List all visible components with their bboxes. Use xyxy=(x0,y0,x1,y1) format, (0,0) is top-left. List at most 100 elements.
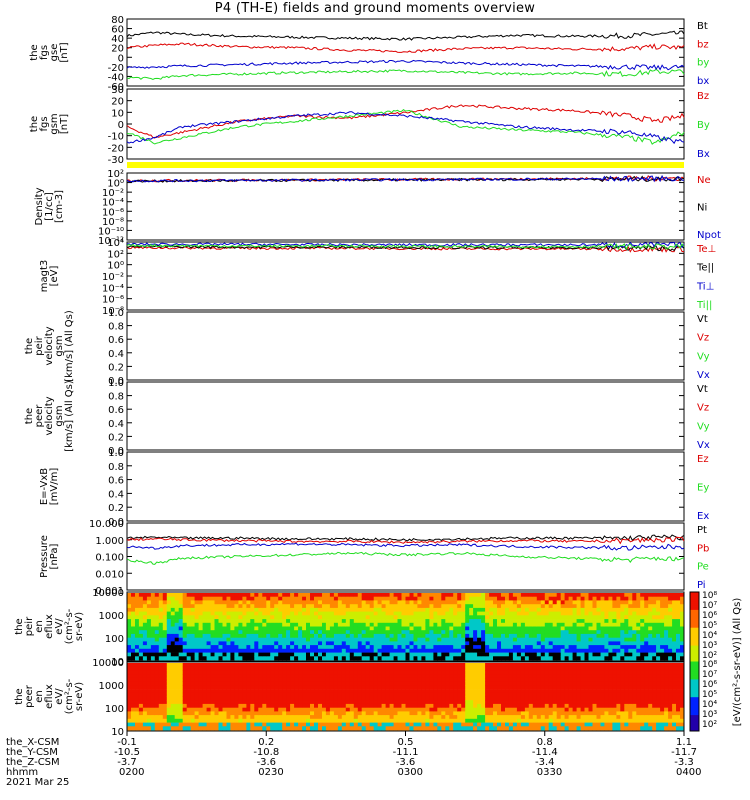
heatmap-cell xyxy=(437,607,442,612)
heatmap-cell xyxy=(596,648,601,653)
heatmap-cell xyxy=(150,604,156,609)
heatmap-cell xyxy=(469,641,474,646)
heatmap-cell xyxy=(477,626,482,631)
heatmap-cell xyxy=(421,615,426,620)
heatmap-cell xyxy=(325,692,331,697)
heatmap-cell xyxy=(131,715,136,720)
heatmap-cell xyxy=(485,604,490,609)
heatmap-cell xyxy=(234,600,239,605)
heatmap-cell xyxy=(433,630,438,635)
heatmap-cell xyxy=(508,726,514,731)
heatmap-cell xyxy=(636,611,641,616)
heatmap-cell xyxy=(254,648,259,653)
heatmap-cell xyxy=(592,652,597,657)
heatmap-cell xyxy=(170,637,176,642)
heatmap-cell xyxy=(135,715,140,720)
heatmap-cell xyxy=(453,681,458,686)
heatmap-cell xyxy=(302,726,307,731)
heatmap-cell xyxy=(306,619,311,624)
heatmap-cell xyxy=(473,596,478,601)
heatmap-cell xyxy=(353,611,359,616)
heatmap-cell xyxy=(652,652,657,657)
heatmap-cell xyxy=(369,711,375,716)
heatmap-cell xyxy=(246,607,251,612)
heatmap-cell xyxy=(680,622,685,627)
heatmap-cell xyxy=(544,681,550,686)
heatmap-cell xyxy=(270,641,275,646)
heatmap-cell xyxy=(238,637,243,642)
heatmap-cell xyxy=(194,656,199,661)
heatmap-cell xyxy=(516,604,522,609)
heatmap-cell xyxy=(497,670,502,675)
heatmap-cell xyxy=(501,670,506,675)
heatmap-cell xyxy=(584,696,589,701)
heatmap-cell xyxy=(485,715,490,720)
heatmap-cell xyxy=(652,633,657,638)
heatmap-cell xyxy=(385,641,390,646)
heatmap-cell xyxy=(329,593,335,598)
heatmap-cell xyxy=(262,622,267,627)
heatmap-cell xyxy=(556,692,562,697)
heatmap-cell xyxy=(405,711,410,716)
heatmap-cell xyxy=(568,593,573,598)
heatmap-cell xyxy=(206,619,211,624)
heatmap-cell xyxy=(142,696,148,701)
heatmap-cell xyxy=(214,696,219,701)
heatmap-cell xyxy=(194,622,199,627)
heatmap-cell xyxy=(373,718,379,723)
heatmap-cell xyxy=(194,711,199,716)
heatmap-cell xyxy=(329,596,335,601)
heatmap-cell xyxy=(174,607,180,612)
heatmap-cell xyxy=(170,681,176,686)
heatmap-cell xyxy=(508,666,514,671)
heatmap-cell xyxy=(345,626,351,631)
heatmap-cell xyxy=(612,622,617,627)
heatmap-cell xyxy=(576,696,581,701)
heatmap-cell xyxy=(568,703,573,708)
heatmap-cell xyxy=(409,711,414,716)
heatmap-cell xyxy=(178,615,184,620)
heatmap-cell xyxy=(540,707,546,712)
heatmap-cell xyxy=(516,600,522,605)
heatmap-cell xyxy=(314,700,319,705)
heatmap-cell xyxy=(516,596,522,601)
heatmap-cell xyxy=(345,692,351,697)
heatmap-cell xyxy=(417,715,422,720)
heatmap-cell xyxy=(206,645,211,650)
heatmap-cell xyxy=(552,656,558,661)
heatmap-cell xyxy=(636,607,641,612)
heatmap-cell xyxy=(421,670,426,675)
ylabel-fgs_gsm: gsm xyxy=(49,113,60,134)
heatmap-cell xyxy=(353,626,359,631)
heatmap-cell xyxy=(262,645,267,650)
heatmap-cell xyxy=(333,615,339,620)
heatmap-cell xyxy=(441,674,446,679)
heatmap-cell xyxy=(469,681,474,686)
heatmap-cell xyxy=(138,707,144,712)
heatmap-cell xyxy=(477,703,482,708)
heatmap-cell xyxy=(322,656,327,661)
heatmap-cell xyxy=(393,707,398,712)
heatmap-cell xyxy=(612,600,617,605)
heatmap-cell xyxy=(349,645,355,650)
heatmap-cell xyxy=(242,619,247,624)
heatmap-cell xyxy=(620,652,625,657)
heatmap-cell xyxy=(131,703,136,708)
heatmap-cell xyxy=(318,626,323,631)
heatmap-cell xyxy=(536,648,542,653)
ytick-label-efield: 0.0 xyxy=(108,517,124,528)
heatmap-cell xyxy=(294,622,299,627)
heatmap-cell xyxy=(318,656,323,661)
heatmap-cell xyxy=(648,626,653,631)
ytick-label-fgs: 20 xyxy=(111,44,124,55)
heatmap-cell xyxy=(254,626,259,631)
heatmap-cell xyxy=(310,689,315,694)
heatmap-cell xyxy=(636,648,641,653)
heatmap-cell xyxy=(508,696,514,701)
heatmap-cell xyxy=(596,593,601,598)
heatmap-cell xyxy=(174,677,180,682)
heatmap-cell xyxy=(194,600,199,605)
heatmap-cell xyxy=(608,633,613,638)
heatmap-cell xyxy=(652,615,657,620)
